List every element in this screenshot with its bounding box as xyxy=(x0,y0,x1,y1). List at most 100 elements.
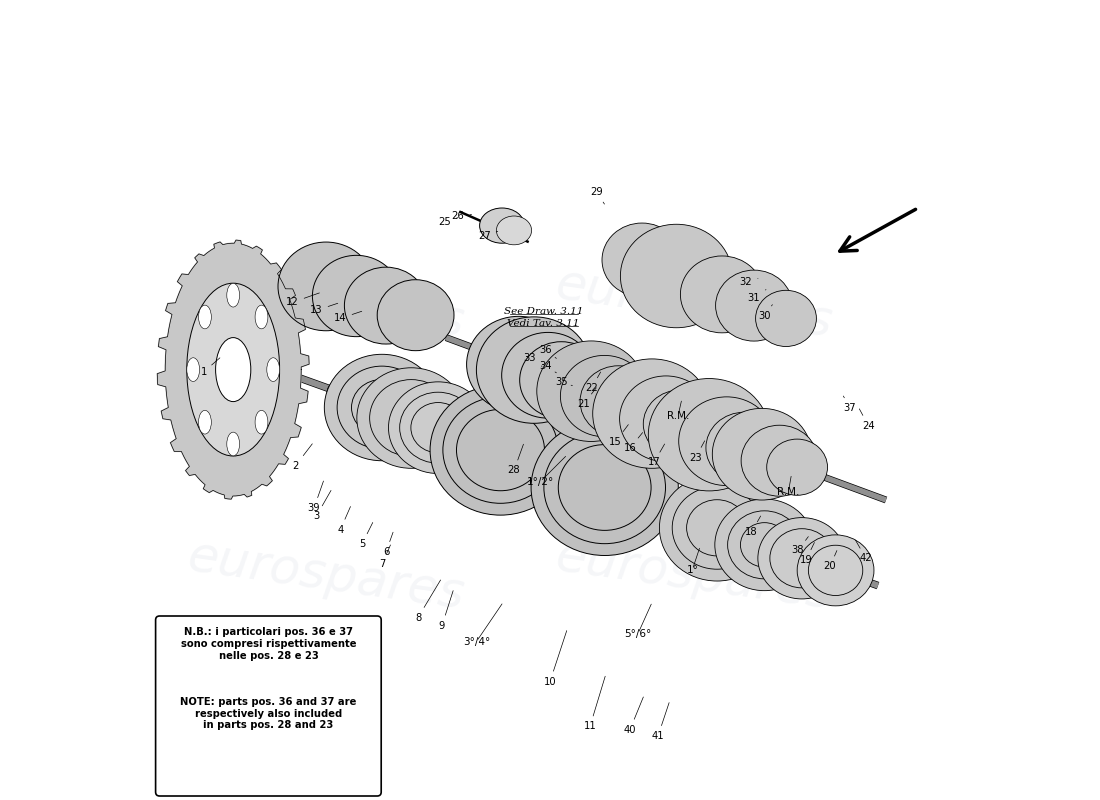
Ellipse shape xyxy=(672,486,762,570)
Text: 16: 16 xyxy=(624,433,642,453)
Text: 38: 38 xyxy=(792,537,808,555)
Ellipse shape xyxy=(502,333,594,418)
Text: 33: 33 xyxy=(524,354,542,366)
Ellipse shape xyxy=(356,368,465,468)
Text: 10: 10 xyxy=(543,630,566,686)
Ellipse shape xyxy=(531,419,679,555)
Ellipse shape xyxy=(716,270,792,341)
Text: eurospares: eurospares xyxy=(185,261,468,347)
Text: 17: 17 xyxy=(648,444,664,467)
Text: 18: 18 xyxy=(746,516,760,537)
Ellipse shape xyxy=(476,317,592,423)
Ellipse shape xyxy=(767,439,827,495)
Text: 31: 31 xyxy=(748,290,766,302)
Ellipse shape xyxy=(377,280,454,350)
Text: 5: 5 xyxy=(359,522,373,549)
Ellipse shape xyxy=(659,474,774,581)
Ellipse shape xyxy=(370,380,453,457)
Text: R.M.: R.M. xyxy=(667,411,690,421)
Text: 1: 1 xyxy=(200,358,220,377)
Text: 36: 36 xyxy=(540,346,557,358)
Ellipse shape xyxy=(559,445,651,530)
Text: 26: 26 xyxy=(452,211,472,221)
Ellipse shape xyxy=(327,380,355,406)
Ellipse shape xyxy=(352,379,412,436)
Ellipse shape xyxy=(619,376,713,462)
Ellipse shape xyxy=(706,412,783,483)
Ellipse shape xyxy=(543,431,666,544)
Text: 37: 37 xyxy=(844,396,856,413)
Ellipse shape xyxy=(255,305,268,329)
Ellipse shape xyxy=(216,338,251,402)
Ellipse shape xyxy=(798,535,875,606)
Text: 6: 6 xyxy=(383,532,393,557)
Text: 13: 13 xyxy=(310,303,338,315)
Ellipse shape xyxy=(478,327,559,402)
Ellipse shape xyxy=(337,366,427,449)
Ellipse shape xyxy=(808,546,862,595)
FancyBboxPatch shape xyxy=(155,616,382,796)
Text: 5°/6°: 5°/6° xyxy=(625,629,651,638)
Text: eurospares: eurospares xyxy=(552,261,836,347)
Text: 35: 35 xyxy=(556,378,572,387)
Text: 23: 23 xyxy=(690,441,705,462)
Ellipse shape xyxy=(758,518,846,599)
Text: eurospares: eurospares xyxy=(552,533,836,619)
Ellipse shape xyxy=(430,385,571,515)
Text: 19: 19 xyxy=(800,542,814,565)
Text: N.B.: i particolari pos. 36 e 37
sono compresi rispettivamente
nelle pos. 28 e 2: N.B.: i particolari pos. 36 e 37 sono co… xyxy=(180,627,356,661)
Ellipse shape xyxy=(713,408,812,500)
Ellipse shape xyxy=(741,426,818,496)
Text: 42: 42 xyxy=(856,540,872,563)
Text: 4: 4 xyxy=(338,506,351,534)
Text: 40: 40 xyxy=(624,697,644,734)
Ellipse shape xyxy=(255,410,268,434)
Ellipse shape xyxy=(187,358,199,382)
Text: 15: 15 xyxy=(609,425,628,446)
Text: 29: 29 xyxy=(590,187,605,204)
Ellipse shape xyxy=(756,290,816,346)
Text: 27: 27 xyxy=(478,231,498,241)
Ellipse shape xyxy=(580,366,657,437)
Ellipse shape xyxy=(593,359,711,468)
Ellipse shape xyxy=(480,208,525,243)
Ellipse shape xyxy=(644,390,717,458)
Ellipse shape xyxy=(686,500,747,556)
Ellipse shape xyxy=(187,283,279,456)
Text: 32: 32 xyxy=(739,277,758,286)
Text: 1°: 1° xyxy=(686,565,698,574)
Ellipse shape xyxy=(620,224,733,328)
Ellipse shape xyxy=(267,358,279,382)
Text: 24: 24 xyxy=(859,409,874,430)
Text: 22: 22 xyxy=(585,372,601,393)
Text: See Draw. 3.11: See Draw. 3.11 xyxy=(504,307,583,317)
Ellipse shape xyxy=(399,392,476,463)
Text: 1°/2°: 1°/2° xyxy=(527,477,554,486)
Text: 28: 28 xyxy=(508,444,524,475)
Text: R.M.: R.M. xyxy=(778,487,800,497)
Ellipse shape xyxy=(602,223,682,297)
Text: NOTE: parts pos. 36 and 37 are
respectively also included
in parts pos. 28 and 2: NOTE: parts pos. 36 and 37 are respectiv… xyxy=(180,697,356,730)
Ellipse shape xyxy=(312,255,400,337)
Ellipse shape xyxy=(198,305,211,329)
Ellipse shape xyxy=(681,256,763,333)
Ellipse shape xyxy=(388,382,487,474)
Polygon shape xyxy=(157,240,309,499)
Ellipse shape xyxy=(278,242,374,330)
Text: Vedi Tav. 3.11: Vedi Tav. 3.11 xyxy=(507,319,580,329)
Text: 39: 39 xyxy=(308,481,323,513)
Ellipse shape xyxy=(466,316,571,413)
Text: 25: 25 xyxy=(438,218,458,227)
Text: 11: 11 xyxy=(584,676,605,731)
Ellipse shape xyxy=(496,216,531,245)
Ellipse shape xyxy=(679,397,774,486)
Text: 7: 7 xyxy=(378,545,390,569)
Ellipse shape xyxy=(456,410,544,490)
Text: 30: 30 xyxy=(758,305,772,321)
Text: 12: 12 xyxy=(286,293,319,307)
Text: 20: 20 xyxy=(824,550,837,571)
Ellipse shape xyxy=(715,499,814,590)
Ellipse shape xyxy=(727,511,801,579)
Ellipse shape xyxy=(198,410,211,434)
Ellipse shape xyxy=(227,283,240,307)
